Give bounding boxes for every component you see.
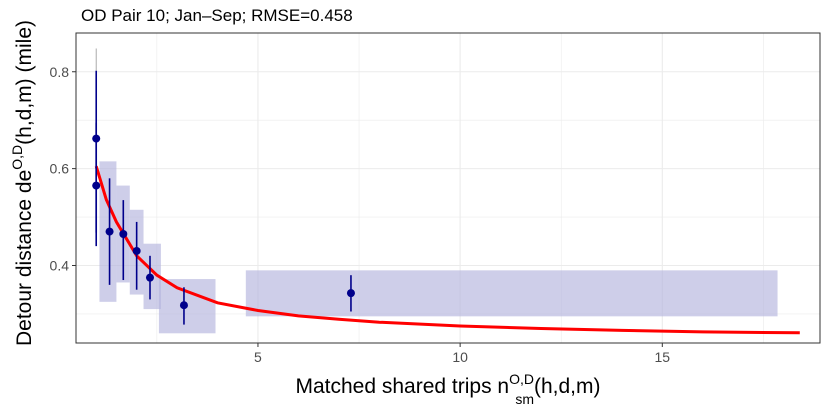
x-tick-label: 10	[452, 349, 468, 365]
data-points	[92, 48, 355, 325]
x-axis-label-subscript: sm	[515, 391, 534, 407]
y-axis-label: Detour distance deO,D(h,d,m) (mile)	[9, 20, 36, 346]
x-axis-label-prefix: Matched shared trips n	[295, 375, 509, 398]
x-tick-label: 15	[655, 349, 671, 365]
data-point	[105, 227, 114, 236]
panel-border	[75, 32, 821, 344]
x-tick-label: 5	[254, 349, 262, 365]
y-axis-label-prefix: Detour distance de	[13, 170, 36, 346]
data-point	[92, 134, 101, 143]
data-point	[119, 230, 128, 239]
x-axis-label: Matched shared trips nO,D sm(h,d,m)	[295, 371, 600, 407]
chart-title: OD Pair 10; Jan–Sep; RMSE=0.458	[81, 6, 353, 25]
data-point	[179, 301, 188, 310]
axis-ticks: 5 10 15 0.4 0.6 0.8	[50, 64, 671, 365]
y-tick-label: 0.8	[50, 64, 70, 80]
bin-rect	[245, 270, 778, 317]
fit-curve-layer	[94, 165, 800, 335]
x-axis-label-suffix: (h,d,m)	[534, 375, 601, 398]
y-axis-label-superscript: O,D	[9, 145, 25, 170]
y-tick-label: 0.6	[50, 161, 70, 177]
bin-rectangles	[99, 161, 778, 334]
data-point	[145, 273, 154, 282]
data-point	[132, 246, 141, 255]
y-axis-label-suffix: (h,d,m) (mile)	[13, 20, 36, 145]
y-tick-label: 0.4	[50, 258, 70, 274]
data-point	[92, 181, 101, 190]
fit-curve	[94, 165, 800, 335]
data-point	[346, 289, 355, 298]
x-axis-label-superscript: O,D	[509, 371, 534, 387]
